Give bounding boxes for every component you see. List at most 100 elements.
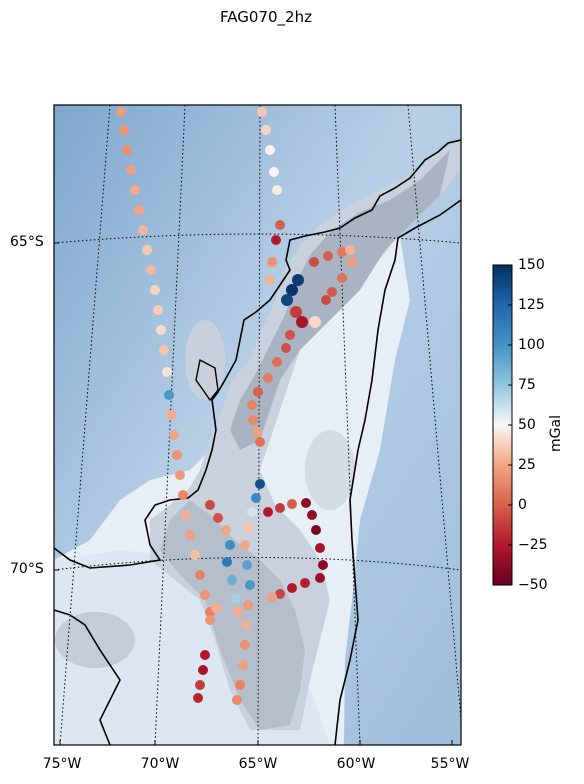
parallel-70s bbox=[54, 557, 461, 571]
track-point bbox=[315, 573, 325, 583]
track-point bbox=[309, 257, 319, 267]
lat-label-70s: 70°S bbox=[10, 561, 44, 577]
track-point bbox=[275, 503, 285, 513]
track-middle bbox=[247, 330, 295, 447]
track-central-2 bbox=[205, 500, 243, 625]
track-point bbox=[252, 427, 262, 437]
track-point bbox=[248, 415, 258, 425]
track-point bbox=[347, 257, 357, 267]
lat-label-65s: 65°S bbox=[10, 234, 44, 250]
track-point bbox=[222, 557, 232, 567]
track-point bbox=[281, 294, 293, 306]
graticule bbox=[54, 105, 461, 745]
track-point bbox=[345, 245, 355, 255]
track-point bbox=[232, 695, 242, 705]
lon-label-55w: 55°W bbox=[430, 756, 470, 772]
track-point bbox=[150, 285, 160, 295]
track-point bbox=[159, 345, 169, 355]
track-point bbox=[185, 530, 195, 540]
track-point bbox=[243, 600, 253, 610]
track-point bbox=[247, 507, 257, 517]
track-point bbox=[190, 550, 200, 560]
track-point bbox=[245, 580, 255, 590]
track-point bbox=[178, 490, 188, 500]
island-relief bbox=[55, 612, 135, 668]
track-point bbox=[311, 525, 321, 535]
coastline-islet bbox=[195, 358, 219, 402]
track-point bbox=[116, 107, 126, 117]
meridian-75w bbox=[59, 105, 111, 745]
track-southwest bbox=[193, 650, 210, 703]
track-point bbox=[130, 185, 140, 195]
lon-label-70w: 70°W bbox=[140, 756, 180, 772]
track-point bbox=[227, 575, 237, 585]
track-point bbox=[146, 265, 156, 275]
track-point bbox=[162, 367, 172, 377]
track-point bbox=[172, 450, 182, 460]
colorbar-tick-label: −25 bbox=[518, 537, 548, 553]
colorbar-ticks bbox=[508, 264, 512, 586]
track-point bbox=[205, 615, 215, 625]
track-point bbox=[257, 107, 267, 117]
colorbar-tick-label: 25 bbox=[518, 457, 536, 473]
track-west bbox=[116, 107, 215, 617]
track-point bbox=[166, 410, 176, 420]
track-point bbox=[301, 498, 311, 508]
island-relief-3 bbox=[185, 320, 225, 400]
map-panel bbox=[54, 105, 461, 745]
flight-tracks bbox=[116, 107, 357, 705]
track-point bbox=[241, 620, 251, 630]
track-point bbox=[193, 693, 203, 703]
track-point bbox=[153, 305, 163, 315]
track-east bbox=[309, 245, 357, 305]
track-point bbox=[119, 125, 129, 135]
track-point bbox=[323, 251, 333, 261]
track-point bbox=[175, 470, 185, 480]
track-point bbox=[269, 167, 279, 177]
lon-label-65w: 65°W bbox=[238, 756, 278, 772]
track-point bbox=[169, 430, 179, 440]
track-point bbox=[292, 274, 304, 286]
meridian-65w bbox=[257, 105, 261, 745]
lon-label-75w: 75°W bbox=[42, 756, 82, 772]
lon-label-60w: 60°W bbox=[336, 756, 376, 772]
track-point bbox=[255, 479, 265, 489]
coastline-island bbox=[54, 609, 121, 745]
track-point bbox=[235, 680, 245, 690]
track-point bbox=[296, 316, 308, 328]
parallel-65s bbox=[54, 233, 461, 244]
track-point bbox=[327, 287, 337, 297]
track-point bbox=[267, 592, 277, 602]
track-point bbox=[181, 510, 191, 520]
track-point bbox=[263, 507, 273, 517]
track-point bbox=[240, 640, 250, 650]
track-point bbox=[275, 589, 285, 599]
track-point bbox=[271, 235, 281, 245]
track-point bbox=[321, 295, 331, 305]
track-point bbox=[300, 578, 310, 588]
track-point bbox=[272, 185, 282, 195]
track-point bbox=[337, 247, 347, 257]
colorbar-tick-label: 100 bbox=[518, 337, 545, 353]
track-point bbox=[211, 603, 221, 613]
track-point bbox=[221, 525, 231, 535]
track-point bbox=[198, 665, 208, 675]
track-point bbox=[265, 275, 275, 285]
colorbar-tick-label: 0 bbox=[518, 497, 527, 513]
track-point bbox=[287, 583, 297, 593]
meridian-60w bbox=[334, 105, 361, 745]
track-central bbox=[232, 479, 265, 705]
track-point bbox=[231, 593, 241, 603]
track-point bbox=[287, 499, 297, 509]
track-north bbox=[257, 107, 285, 285]
track-point bbox=[272, 357, 282, 367]
track-point bbox=[200, 590, 210, 600]
track-point bbox=[134, 205, 144, 215]
track-point bbox=[156, 325, 166, 335]
track-point bbox=[286, 284, 298, 296]
track-point bbox=[195, 680, 205, 690]
colorbar-tick-label: 125 bbox=[518, 297, 545, 313]
track-point bbox=[275, 220, 285, 230]
track-point bbox=[247, 400, 257, 410]
